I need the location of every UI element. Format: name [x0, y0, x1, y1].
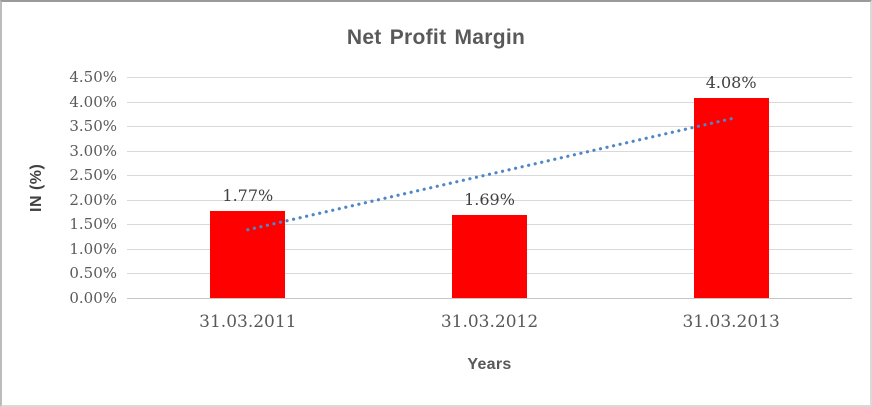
plot-area [127, 77, 852, 299]
gridline [127, 126, 852, 128]
trendline[interactable] [127, 77, 852, 298]
chart-title: Net Profit Margin [346, 26, 526, 49]
y-tick-label: 2.50% [69, 166, 117, 185]
data-label: 1.69% [464, 190, 515, 209]
y-tick-label: 0.00% [69, 289, 117, 307]
y-tick-label: 4.50% [69, 68, 117, 86]
y-tick-label: 1.00% [69, 239, 117, 258]
bar-31.03.2011[interactable] [210, 211, 286, 298]
y-tick-label: 0.50% [69, 264, 117, 283]
x-axis-line [127, 298, 852, 299]
y-tick-label: 3.50% [69, 117, 117, 136]
gridline [127, 101, 852, 103]
gridline [127, 199, 852, 201]
y-tick-label: 3.00% [69, 141, 117, 160]
bar-31.03.2012[interactable] [452, 215, 527, 298]
x-category-label: 31.03.2011 [199, 312, 297, 332]
data-label: 4.08% [705, 72, 757, 92]
y-tick-label: 2.00% [69, 190, 117, 209]
x-category-label: 31.03.2013 [682, 312, 780, 332]
x-category-label: 31.03.2012 [440, 312, 539, 332]
bar-31.03.2013[interactable] [693, 97, 769, 298]
y-tick-label: 1.50% [69, 215, 117, 234]
gridline [127, 150, 852, 152]
data-label: 1.77% [222, 186, 274, 206]
trendline-segment[interactable] [246, 117, 733, 232]
y-tick-label: 4.00% [69, 92, 117, 111]
x-axis-title: Years [467, 356, 512, 373]
gridline [127, 77, 852, 78]
